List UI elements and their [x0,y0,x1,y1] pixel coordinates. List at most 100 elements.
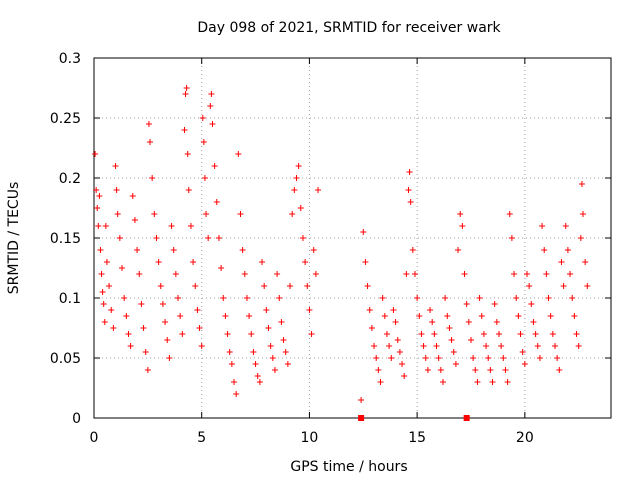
data-point [379,295,386,301]
data-point [295,163,302,169]
data-point [200,139,207,145]
y-tick-label: 0 [72,411,81,427]
data-point [534,343,541,349]
data-point [470,355,477,361]
data-point [435,355,442,361]
data-point [231,379,238,385]
data-point [414,295,421,301]
data-point [276,295,283,301]
data-point [437,367,444,373]
data-point [396,349,403,355]
data-point [215,235,222,241]
data-point [140,325,147,331]
data-point [114,211,121,217]
data-point [233,391,240,397]
data-point [211,163,218,169]
y-tick-label: 0.05 [50,351,81,367]
data-point [579,211,586,217]
data-point [541,247,548,253]
data-point [228,361,235,367]
data-point [575,343,582,349]
grid [94,58,611,418]
data-point [444,313,451,319]
data-point [99,289,106,295]
data-point [508,235,515,241]
data-point [282,349,289,355]
data-point [159,301,166,307]
axes: 0 0.05 0.1 0.15 0.2 0.25 0.3 0 5 10 15 20 [50,51,612,446]
y-tick-label: 0.15 [50,231,81,247]
data-point [569,295,576,301]
data-point [422,355,429,361]
data-point [406,169,413,175]
data-point [100,301,107,307]
data-point [547,313,554,319]
data-point [450,349,457,355]
data-point [366,307,373,313]
data-point [110,325,117,331]
data-point [448,337,455,343]
data-point [377,379,384,385]
data-point [539,223,546,229]
data-point [312,271,319,277]
data-point [431,331,438,337]
data-point [584,283,591,289]
data-point [467,337,474,343]
data-point [388,355,395,361]
data-point [131,217,138,223]
data-point [252,361,259,367]
data-point [162,319,169,325]
data-point [577,235,584,241]
data-point [274,271,281,277]
data-point [399,361,406,367]
data-point [92,151,99,157]
data-point [308,331,315,337]
data-point [203,211,210,217]
chart-title: Day 098 of 2021, SRMTID for receiver war… [197,20,501,36]
data-point [498,343,505,349]
data-point [416,313,423,319]
y-tick-label: 0.3 [59,51,81,67]
data-point [373,355,380,361]
data-point [166,355,173,361]
data-point [439,379,446,385]
data-point [485,355,492,361]
data-point [383,331,390,337]
y-tick-label: 0.25 [50,111,81,127]
data-point [532,331,539,337]
data-point [495,331,502,337]
data-point [554,355,561,361]
data-point [280,337,287,343]
data-point [144,367,151,373]
data-point [113,187,120,193]
data-point [480,331,487,337]
data-point [185,187,192,193]
data-point [151,211,158,217]
data-point [551,343,558,349]
data-point [558,259,565,265]
data-point [364,283,371,289]
x-tick-label: 0 [90,430,99,446]
data-point [567,271,574,277]
data-point [112,163,119,169]
data-point [172,271,179,277]
data-point [103,259,110,265]
data-point [310,247,317,253]
data-point [291,187,298,193]
data-point [362,259,369,265]
data-point [179,331,186,337]
data-point [106,283,113,289]
data-point [392,319,399,325]
data-point [523,271,530,277]
data-point [95,223,102,229]
data-point [208,91,215,97]
data-point [476,295,483,301]
data-point [424,367,431,373]
data-point [368,325,375,331]
data-point [528,301,535,307]
data-point [549,331,556,337]
data-point [521,361,528,367]
data-point [306,307,313,313]
